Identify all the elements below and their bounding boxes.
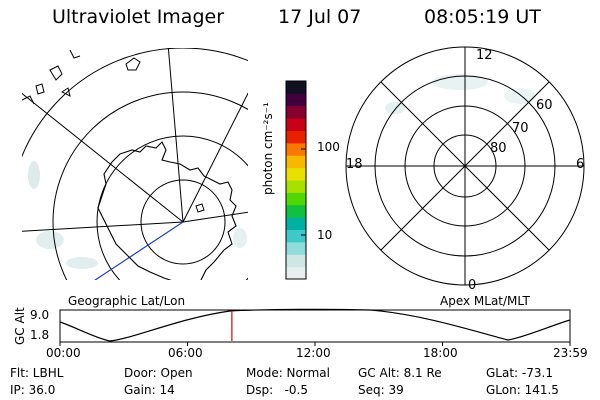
mlt-polar-grid <box>345 46 585 286</box>
colorbar-band <box>286 217 306 230</box>
time-label: 08:05:19 UT <box>424 6 541 28</box>
status-mode: Mode: Normal <box>246 366 330 380</box>
status-filter: Flt: LBHL <box>10 366 64 380</box>
coastline-antarctica <box>97 141 237 280</box>
colorbar-band <box>286 142 306 156</box>
mlat-label-80: 80 <box>490 141 507 156</box>
aurora-speckle <box>28 161 247 269</box>
date-label: 17 Jul 07 <box>278 6 362 28</box>
status-seq: Seq: 39 <box>358 383 404 397</box>
colorbar-tick-100: 100 <box>317 140 340 154</box>
altitude-timeline <box>59 308 571 346</box>
mlat-label-60: 60 <box>536 98 553 113</box>
colorbar-unit-label: photon cm⁻²s⁻¹ <box>261 102 275 195</box>
status-ip: IP: 36.0 <box>10 383 56 397</box>
colorbar-band <box>286 155 306 169</box>
geographic-caption: Geographic Lat/Lon <box>68 294 186 308</box>
colorbar-band <box>286 180 306 193</box>
colorbar-band <box>286 81 306 94</box>
coastline-islands <box>35 57 205 213</box>
colorbar-band <box>286 204 306 218</box>
colorbar-band <box>286 192 306 206</box>
colorbar-band <box>286 118 306 131</box>
latitude-circles <box>22 48 248 280</box>
colorbar-frame <box>285 80 307 280</box>
timeline-xtick-0600: 06:00 <box>168 346 203 360</box>
timeline-ytick-min: 1.8 <box>30 328 50 342</box>
timeline-xtick-1200: 12:00 <box>296 346 331 360</box>
apex-caption: Apex MLat/MLT <box>440 294 530 308</box>
colorbar-band <box>286 93 306 107</box>
status-dsp: Dsp: -0.5 <box>246 383 309 397</box>
geographic-map <box>22 48 248 280</box>
longitude-lines <box>22 48 248 232</box>
status-gain: Gain: 14 <box>124 383 175 397</box>
colorbar-band <box>286 167 306 181</box>
colorbar-band <box>286 254 306 268</box>
colorbar-tick-10: 10 <box>317 228 333 242</box>
altitude-curve <box>59 308 571 342</box>
mlt-label-6: 6 <box>576 157 585 172</box>
mlt-label-12: 12 <box>476 48 493 63</box>
mlat-label-70: 70 <box>512 121 529 136</box>
status-glon: GLon: 141.5 <box>486 383 559 397</box>
timeline-xtick-1800: 18:00 <box>423 346 458 360</box>
status-glat: GLat: -73.1 <box>486 366 553 380</box>
mlt-label-18: 18 <box>346 157 363 172</box>
coastline-fragments <box>22 49 81 105</box>
instrument-title: Ultraviolet Imager <box>52 6 225 28</box>
subsatellite-track <box>94 221 184 280</box>
colorbar-band <box>286 229 306 243</box>
timeline-ytick-max: 9.0 <box>30 308 50 322</box>
timeline-xtick-2359: 23:59 <box>553 346 588 360</box>
colorbar-band <box>286 266 306 280</box>
colorbar-band <box>286 241 306 255</box>
timeline-xtick-0000: 00:00 <box>46 346 81 360</box>
colorbar <box>285 80 307 280</box>
colorbar-band <box>286 105 306 119</box>
mlt-label-0: 0 <box>468 278 477 293</box>
status-door: Door: Open <box>124 366 193 380</box>
timeline-axis-label: GC Alt <box>13 307 27 345</box>
colorbar-band <box>286 130 306 144</box>
status-gc-alt: GC Alt: 8.1 Re <box>358 366 442 380</box>
